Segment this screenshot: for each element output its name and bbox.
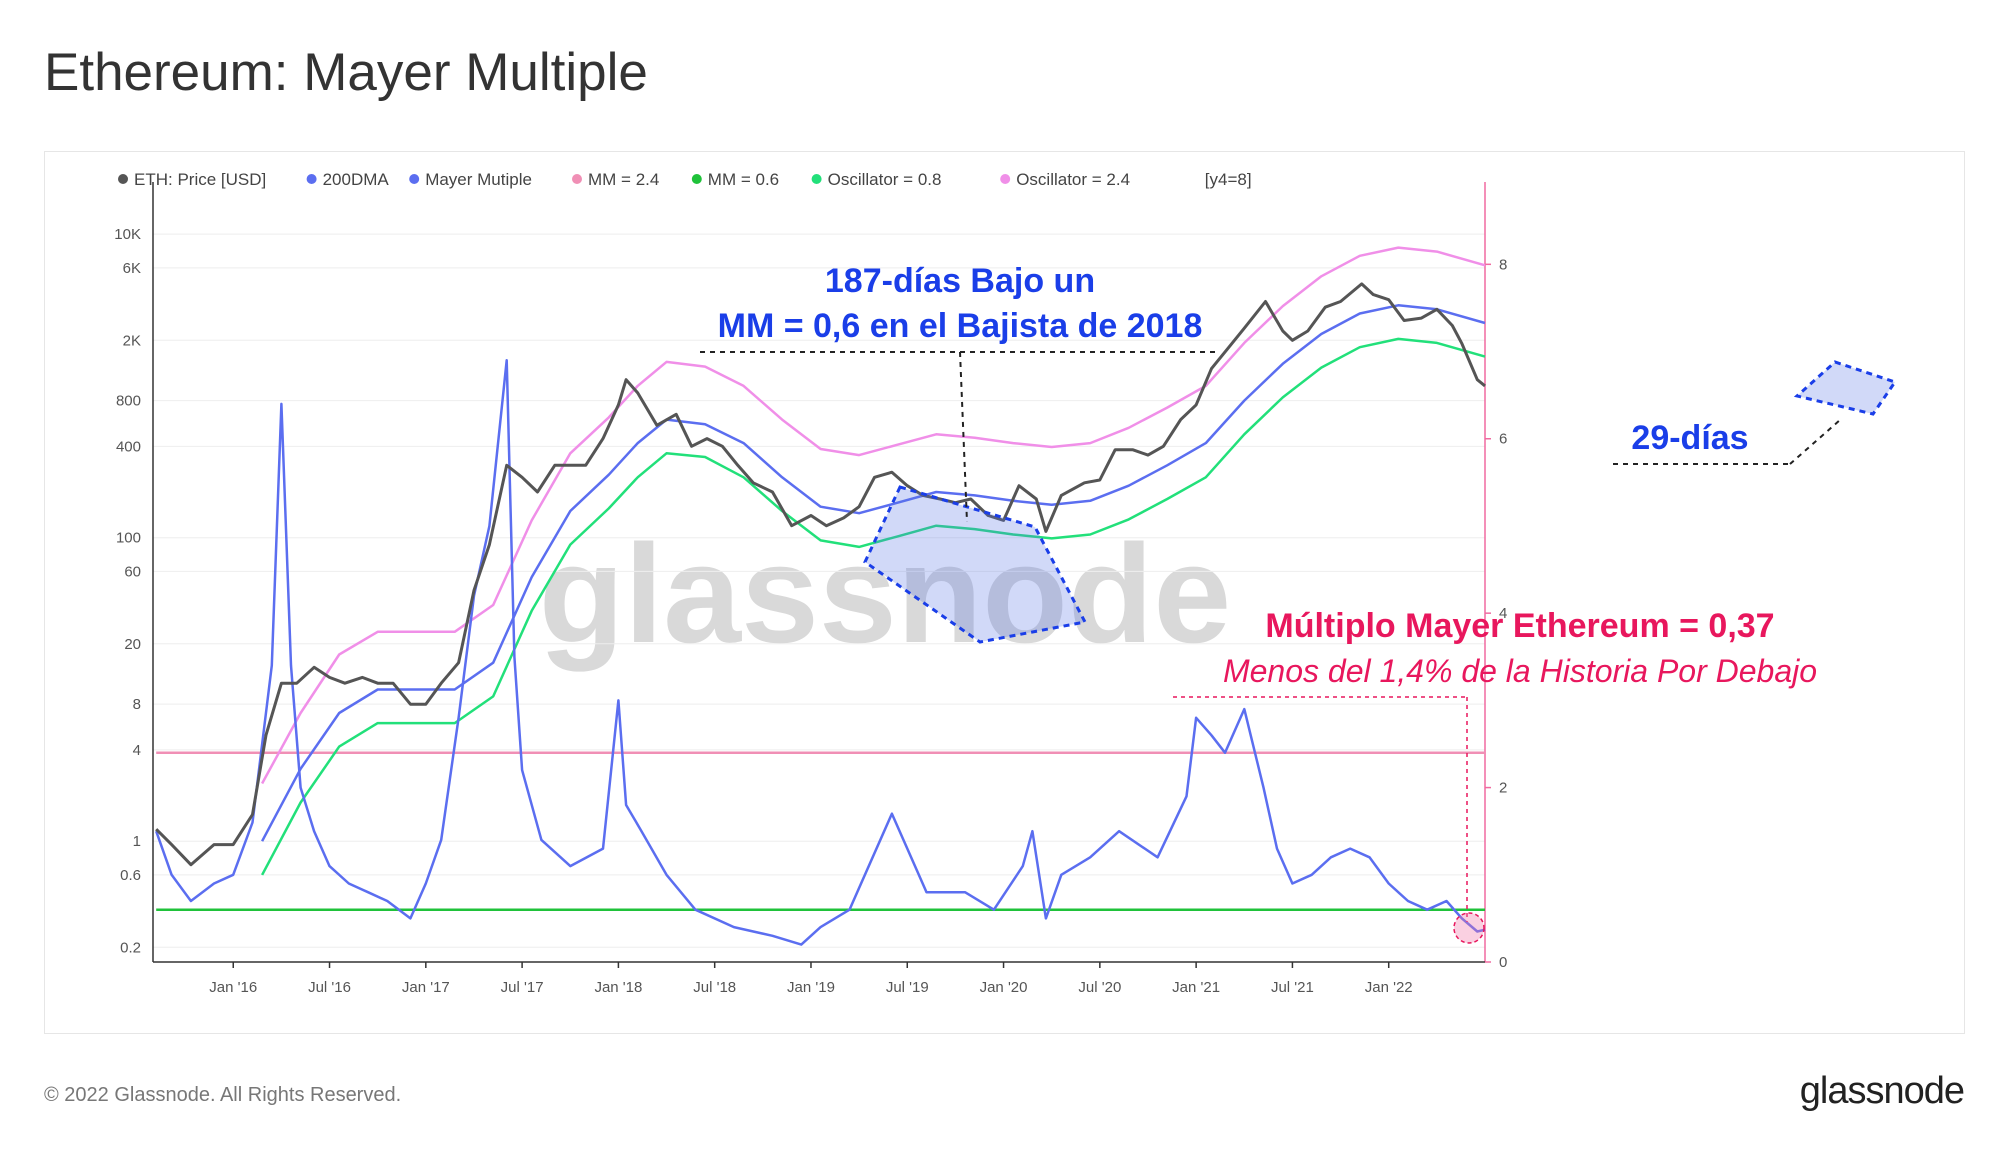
series-oscillator-0-8 <box>260 337 1486 876</box>
bear-2018-highlight-box <box>863 485 1088 644</box>
x-tick-label: Jan '22 <box>1365 979 1413 996</box>
x-tick-label: Jan '21 <box>1172 979 1220 996</box>
days-2022-highlight-box <box>1793 360 1898 416</box>
y-left-tick-label: 10K <box>114 226 141 243</box>
legend-dot <box>409 174 420 184</box>
mm-current-value-marker <box>1453 912 1485 944</box>
footer-brand-logo[interactable]: glassnode <box>1799 1070 1965 1112</box>
x-tick-label: Jan '19 <box>787 979 835 996</box>
y-left-tick-label: 60 <box>124 563 141 580</box>
legend-item: ETH: Price [USD] <box>118 170 266 189</box>
x-tick-label: Jan '18 <box>594 979 642 996</box>
legend-label: MM = 0.6 <box>708 170 779 189</box>
legend-label: Oscillator = 2.4 <box>1016 170 1130 189</box>
legend-label: MM = 2.4 <box>588 170 659 189</box>
y-left-tick-label: 2K <box>123 332 141 349</box>
x-tick-label: Jul '16 <box>308 979 351 996</box>
legend-dot <box>572 174 582 184</box>
annotation-mm-value: Múltiplo Mayer Ethereum = 0,37 <box>1265 607 1774 645</box>
legend-item: [y4=8] <box>1205 170 1252 189</box>
legend: ETH: Price [USD] 200DMA Mayer Mutiple MM = … <box>118 170 1252 189</box>
x-tick-label: Jul '20 <box>1078 979 1121 996</box>
series-eth-price-usd <box>155 282 1486 867</box>
legend-label: Oscillator = 0.8 <box>828 170 942 189</box>
legend-label: 200DMA <box>323 170 390 189</box>
x-tick-label: Jul '21 <box>1271 979 1314 996</box>
bear-2018-leader-line <box>959 351 968 523</box>
annotations: 187-días Bajo un MM = 0,6 en el Bajista d… <box>700 262 1898 944</box>
series <box>155 246 1486 946</box>
y-right-tick-label: 4 <box>1499 605 1507 622</box>
annotation-mm-history: Menos del 1,4% de la Historia Por Debajo <box>1223 653 1817 689</box>
y-left-tick-label: 8 <box>133 696 141 713</box>
grid <box>153 233 1485 948</box>
legend-dot <box>1000 174 1011 184</box>
legend-item: 200DMA <box>306 170 390 189</box>
legend-dot <box>691 174 702 184</box>
y-left-tick-label: 4 <box>133 742 141 759</box>
mayer-multiple-chart: ETH: Price [USD] 200DMA Mayer Mutiple MM = … <box>114 170 1898 996</box>
y-left-tick-label: 100 <box>116 530 141 547</box>
y-left-tick-label: 6K <box>123 260 141 277</box>
annotation-days-2022: 29-días <box>1631 419 1748 457</box>
legend-item: Oscillator = 0.8 <box>811 170 942 189</box>
y-left-tick-label: 1 <box>133 833 141 850</box>
annotation-bear-2018-line2: MM = 0,6 en el Bajista de 2018 <box>718 307 1203 345</box>
x-tick-label: Jan '20 <box>980 979 1028 996</box>
legend-label: Mayer Mutiple <box>425 170 532 189</box>
legend-label: [y4=8] <box>1205 170 1252 189</box>
chart-panel: ETH: Price [USD] 200DMA Mayer Mutiple MM = … <box>44 151 1965 1034</box>
series-mayer-mutiple <box>155 359 1486 946</box>
legend-item: Oscillator = 2.4 <box>1000 170 1130 189</box>
footer-copyright: © 2022 Glassnode. All Rights Reserved. <box>44 1084 402 1106</box>
x-tick-label: Jul '17 <box>501 979 544 996</box>
x-tick-label: Jan '16 <box>209 979 257 996</box>
y-left-tick-label: 0.6 <box>120 867 141 884</box>
y-left-tick-label: 0.2 <box>120 939 141 956</box>
x-tick-label: Jul '19 <box>886 979 929 996</box>
series-200dma <box>260 304 1486 842</box>
days-2022-leader-line <box>1789 419 1841 465</box>
legend-dot <box>118 174 128 184</box>
page-title: Ethereum: Mayer Multiple <box>44 43 648 102</box>
y-left-tick-label: 400 <box>116 438 141 455</box>
y-right-tick-label: 0 <box>1499 954 1507 971</box>
y-right-tick-label: 2 <box>1499 780 1507 797</box>
x-tick-label: Jul '18 <box>693 979 736 996</box>
legend-item: MM = 2.4 <box>572 170 659 189</box>
y-right-tick-label: 8 <box>1499 256 1507 273</box>
legend-dot <box>811 174 822 184</box>
annotation-bear-2018-line1: 187-días Bajo un <box>825 262 1095 300</box>
y-right-tick-label: 6 <box>1499 431 1507 448</box>
legend-label: ETH: Price [USD] <box>134 170 266 189</box>
y-left-tick-label: 800 <box>116 393 141 410</box>
legend-item: MM = 0.6 <box>691 170 779 189</box>
y-left-tick-label: 20 <box>124 636 141 653</box>
legend-dot <box>306 174 317 184</box>
legend-item: Mayer Mutiple <box>409 170 532 189</box>
x-tick-label: Jan '17 <box>402 979 450 996</box>
watermark: glassnode <box>539 515 1231 672</box>
